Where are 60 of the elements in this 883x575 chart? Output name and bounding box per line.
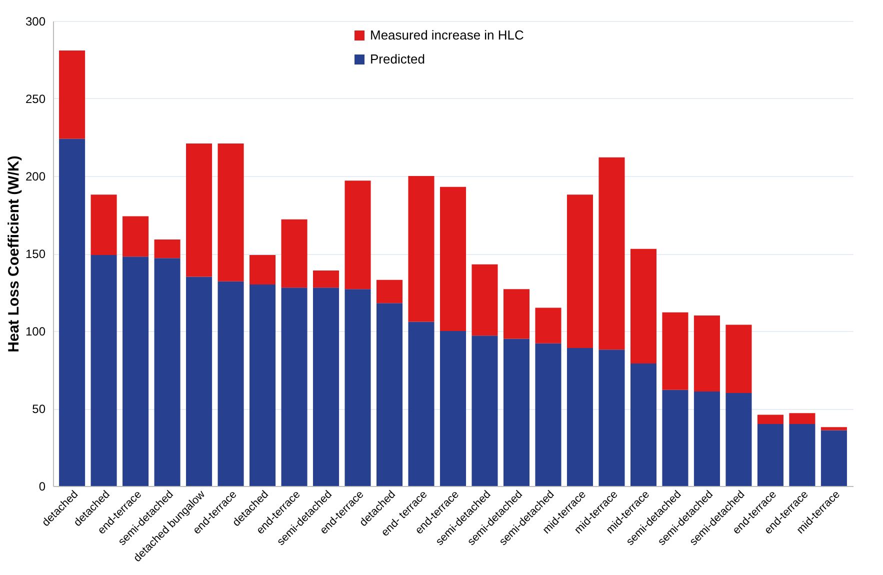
- bar: [566, 348, 593, 486]
- bar: [726, 393, 752, 486]
- y-tick-label: 150: [25, 247, 46, 261]
- bar: [313, 270, 340, 288]
- y-tick-label: 300: [25, 14, 46, 28]
- bar: [281, 288, 308, 486]
- y-tick-label: 100: [25, 324, 46, 338]
- bar: [630, 248, 656, 364]
- y-tick-label: 50: [32, 402, 46, 416]
- bar: [820, 427, 847, 430]
- bar: [440, 331, 466, 486]
- bar: [472, 336, 498, 486]
- bar: [313, 288, 340, 486]
- bar: [122, 216, 149, 257]
- bar: [662, 312, 688, 390]
- bar: [186, 143, 212, 277]
- legend-label: Measured increase in HLC: [370, 28, 524, 42]
- bar: [789, 413, 816, 424]
- bar: [566, 194, 593, 348]
- bar: [472, 264, 498, 336]
- bar: [122, 256, 149, 486]
- bar: [218, 281, 244, 486]
- bar: [789, 424, 816, 486]
- bar: [376, 280, 403, 304]
- y-tick-label: 250: [25, 92, 46, 106]
- bar: [757, 424, 784, 486]
- bar: [218, 143, 244, 282]
- bar: [90, 255, 117, 486]
- bar: [820, 430, 847, 486]
- bar: [662, 390, 688, 486]
- bar: [440, 186, 466, 331]
- bar: [535, 343, 562, 486]
- bar: [408, 322, 434, 486]
- bar: [694, 391, 720, 486]
- bar: [250, 284, 276, 486]
- bar: [281, 219, 308, 288]
- bar: [154, 258, 180, 486]
- bar: [503, 289, 530, 339]
- y-tick-label: 200: [25, 170, 46, 184]
- bar: [59, 138, 86, 486]
- bar: [726, 324, 752, 393]
- bar: [598, 157, 625, 350]
- bar: [598, 350, 625, 486]
- legend-label: Predicted: [370, 52, 425, 66]
- y-tick-label: 0: [38, 480, 46, 494]
- bar: [408, 176, 434, 322]
- y-axis-title: Heat Loss Coefficient (W/K): [5, 156, 22, 352]
- bar: [757, 414, 784, 424]
- bar: [344, 289, 371, 486]
- bar: [630, 364, 656, 486]
- bar: [59, 50, 86, 139]
- bar: [250, 255, 276, 284]
- bar: [186, 276, 212, 486]
- bar: [90, 194, 117, 256]
- bar: [344, 180, 371, 290]
- bar: [376, 303, 403, 486]
- bar: [694, 316, 720, 392]
- bar: [535, 308, 562, 344]
- bar: [503, 338, 530, 486]
- bar: [154, 240, 180, 258]
